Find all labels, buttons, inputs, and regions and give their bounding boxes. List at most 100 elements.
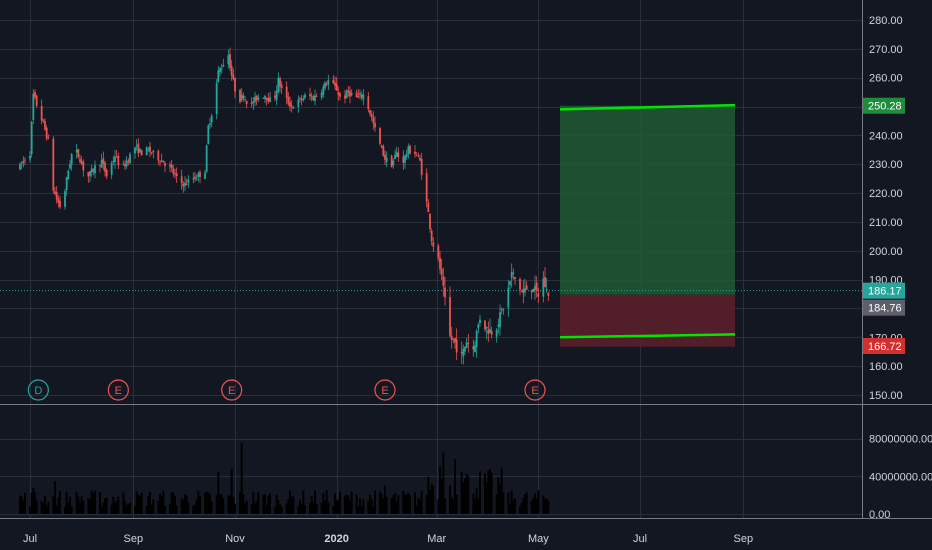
volume-bar bbox=[355, 494, 358, 514]
candle-body bbox=[134, 147, 136, 154]
candle-body bbox=[414, 151, 416, 154]
candle-body bbox=[384, 154, 386, 160]
volume-bar bbox=[232, 496, 235, 514]
volume-bar bbox=[192, 505, 195, 514]
candle-body bbox=[229, 53, 231, 68]
volume-bar bbox=[277, 500, 280, 514]
profit-zone[interactable] bbox=[560, 105, 735, 295]
earnings-marker[interactable]: E bbox=[107, 379, 129, 401]
candle-body bbox=[184, 182, 186, 186]
volume-bar bbox=[112, 497, 115, 514]
candle-body bbox=[440, 268, 443, 276]
volume-bar bbox=[327, 502, 330, 514]
volume-bar bbox=[157, 500, 160, 514]
candle-body bbox=[82, 161, 85, 171]
volume-bar bbox=[467, 476, 470, 514]
candle-body bbox=[297, 99, 300, 107]
volume-bar bbox=[477, 498, 480, 514]
candle-body bbox=[245, 100, 248, 104]
time-tick-label: Sep bbox=[734, 533, 754, 545]
candle-body bbox=[149, 146, 151, 152]
earnings-marker[interactable]: E bbox=[221, 379, 243, 401]
candle-body bbox=[217, 70, 220, 83]
candle-body bbox=[450, 335, 453, 340]
volume-bar bbox=[509, 504, 511, 514]
grid bbox=[0, 0, 932, 519]
volume-bar bbox=[402, 490, 405, 514]
candle-body bbox=[22, 161, 25, 163]
earnings-marker[interactable]: E bbox=[374, 379, 396, 401]
candle-body bbox=[242, 95, 245, 99]
volume-bar bbox=[172, 492, 175, 514]
candle-body bbox=[460, 351, 463, 354]
price-label-last: 186.17 bbox=[863, 282, 905, 299]
volume-bar bbox=[94, 490, 96, 514]
candle-body bbox=[444, 287, 446, 298]
candle-body bbox=[547, 292, 550, 296]
candle-body bbox=[277, 78, 280, 92]
loss-zone[interactable] bbox=[560, 294, 735, 347]
volume-bar bbox=[462, 482, 465, 514]
candle-body bbox=[510, 271, 513, 278]
candle-body bbox=[54, 191, 56, 194]
candle-body bbox=[490, 330, 493, 335]
dividend-marker[interactable]: D bbox=[27, 379, 49, 401]
candle-body bbox=[497, 324, 500, 327]
volume-bar bbox=[344, 496, 346, 514]
volume-bar bbox=[239, 491, 241, 514]
target-trendline[interactable] bbox=[559, 103, 736, 111]
time-tick-label: 2020 bbox=[324, 533, 348, 545]
candle-body bbox=[209, 123, 211, 125]
volume-bar bbox=[47, 501, 50, 514]
volume-bar bbox=[169, 504, 171, 514]
candle-body bbox=[500, 309, 503, 311]
volume-bar bbox=[347, 495, 350, 514]
volume-bar bbox=[69, 496, 71, 514]
volume-bar bbox=[310, 496, 313, 514]
volume-bar bbox=[122, 492, 125, 514]
candle-body bbox=[522, 288, 525, 294]
marker-circle bbox=[221, 379, 243, 401]
candle-body bbox=[464, 346, 466, 352]
time-tick-label: May bbox=[528, 533, 549, 545]
candle-body bbox=[409, 145, 411, 154]
candle-body bbox=[234, 78, 236, 92]
volume-bar bbox=[417, 497, 420, 514]
candle-body bbox=[254, 96, 256, 102]
time-tick-label: Nov bbox=[225, 533, 245, 545]
candle-body bbox=[427, 202, 430, 213]
candle-body bbox=[465, 342, 468, 348]
volume-bar bbox=[244, 503, 246, 514]
candle-body bbox=[362, 94, 365, 100]
volume-bar bbox=[407, 493, 410, 514]
candle-body bbox=[524, 288, 526, 293]
volume-bar bbox=[105, 497, 108, 514]
volume-bar bbox=[525, 492, 528, 514]
candle-body bbox=[477, 324, 480, 329]
candle-body bbox=[274, 95, 276, 99]
candle-body bbox=[397, 152, 400, 158]
candle-body bbox=[327, 80, 330, 85]
volume-bar bbox=[465, 473, 468, 514]
price-label-bg bbox=[863, 338, 905, 354]
price-tick-label: 160.00 bbox=[869, 361, 903, 373]
candle-body bbox=[55, 192, 58, 200]
volume-bar bbox=[379, 491, 381, 514]
earnings-marker[interactable]: E bbox=[524, 379, 546, 401]
candle-body bbox=[125, 161, 128, 167]
volume-bar bbox=[222, 498, 225, 514]
long-position-tool[interactable] bbox=[0, 103, 862, 347]
candle-body bbox=[322, 86, 325, 95]
marker-label: D bbox=[34, 385, 42, 397]
candle-body bbox=[379, 127, 381, 144]
candle-body bbox=[147, 148, 150, 150]
volume-bar bbox=[309, 502, 311, 514]
candle-body bbox=[310, 96, 313, 98]
volume-bar bbox=[304, 505, 306, 514]
stop-trendline[interactable] bbox=[559, 333, 736, 339]
candle-body bbox=[442, 276, 445, 286]
price-label-bg bbox=[863, 282, 905, 299]
candle-body bbox=[99, 165, 101, 167]
